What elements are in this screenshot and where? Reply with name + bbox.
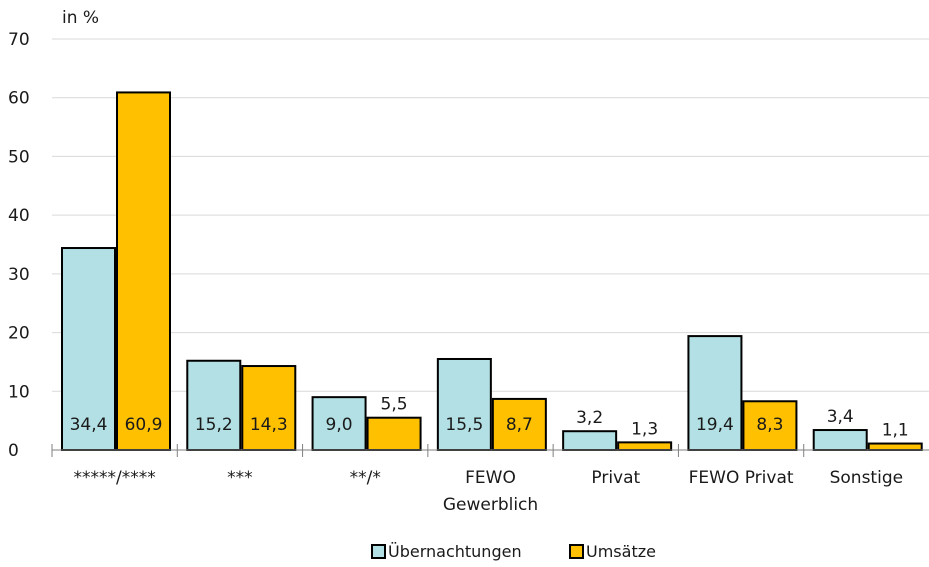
data-label: 1,3 [631, 419, 658, 439]
y-tick-label: 70 [8, 30, 30, 50]
data-label: 5,5 [381, 395, 408, 415]
y-unit-label: in % [62, 8, 99, 28]
data-label: 3,2 [576, 408, 603, 428]
x-axis: *****/**** *** **/* FEWO Gewerblich Privat FEW… [51, 444, 929, 515]
data-label: 34,4 [70, 415, 108, 435]
x-category-label: **/* [350, 468, 381, 488]
bar-uebernachtungen [562, 430, 618, 451]
x-category-label: *****/**** [74, 468, 156, 488]
y-axis: 0 10 20 30 40 50 60 70 [8, 30, 30, 461]
data-label: 9,0 [326, 415, 353, 435]
legend-swatch [371, 544, 386, 559]
y-tick-label: 20 [8, 324, 30, 344]
bar-umsaetze [742, 400, 798, 452]
x-category-label: Sonstige [830, 468, 903, 488]
y-tick-label: 0 [8, 441, 19, 461]
bar-umsaetze [366, 416, 422, 452]
bar-umsaetze [241, 365, 297, 451]
bars: 34,4 15,2 9,0 15,5 3,2 19,4 3,4 60,9 14,3 5,5 8,7 1… [61, 91, 923, 452]
legend: Übernachtungen Umsätze [371, 542, 656, 561]
data-label: 15,5 [445, 415, 483, 435]
y-tick-label: 10 [8, 382, 30, 402]
x-category-label: Privat [591, 468, 640, 488]
x-category-label: Gewerblich [443, 495, 538, 515]
data-label: 3,4 [827, 407, 854, 427]
bar-uebernachtungen [436, 357, 492, 451]
data-label: 60,9 [125, 415, 163, 435]
data-label: 8,3 [756, 415, 783, 435]
bar-uebernachtungen [812, 429, 868, 451]
data-label: 1,1 [882, 421, 909, 441]
y-tick-label: 60 [8, 89, 30, 109]
bar-uebernachtungen [311, 396, 367, 451]
data-label: 19,4 [696, 415, 734, 435]
data-label: 14,3 [250, 415, 288, 435]
y-tick-label: 50 [8, 147, 30, 167]
legend-swatch [569, 544, 584, 559]
y-tick-label: 40 [8, 206, 30, 226]
bar-uebernachtungen [687, 335, 743, 452]
data-label: 8,7 [506, 415, 533, 435]
bar-umsaetze [867, 442, 923, 452]
x-category-label: FEWO Privat [689, 468, 794, 488]
y-tick-label: 30 [8, 265, 30, 285]
x-category-label: *** [227, 468, 253, 488]
data-label: 15,2 [195, 415, 233, 435]
legend-label: Übernachtungen [388, 542, 522, 561]
legend-label: Umsätze [586, 542, 656, 561]
x-category-label: FEWO [465, 468, 516, 488]
grid-lines [52, 38, 929, 392]
bar-umsaetze [116, 91, 171, 452]
bar-uebernachtungen [186, 359, 242, 451]
bar-umsaetze [617, 441, 673, 452]
